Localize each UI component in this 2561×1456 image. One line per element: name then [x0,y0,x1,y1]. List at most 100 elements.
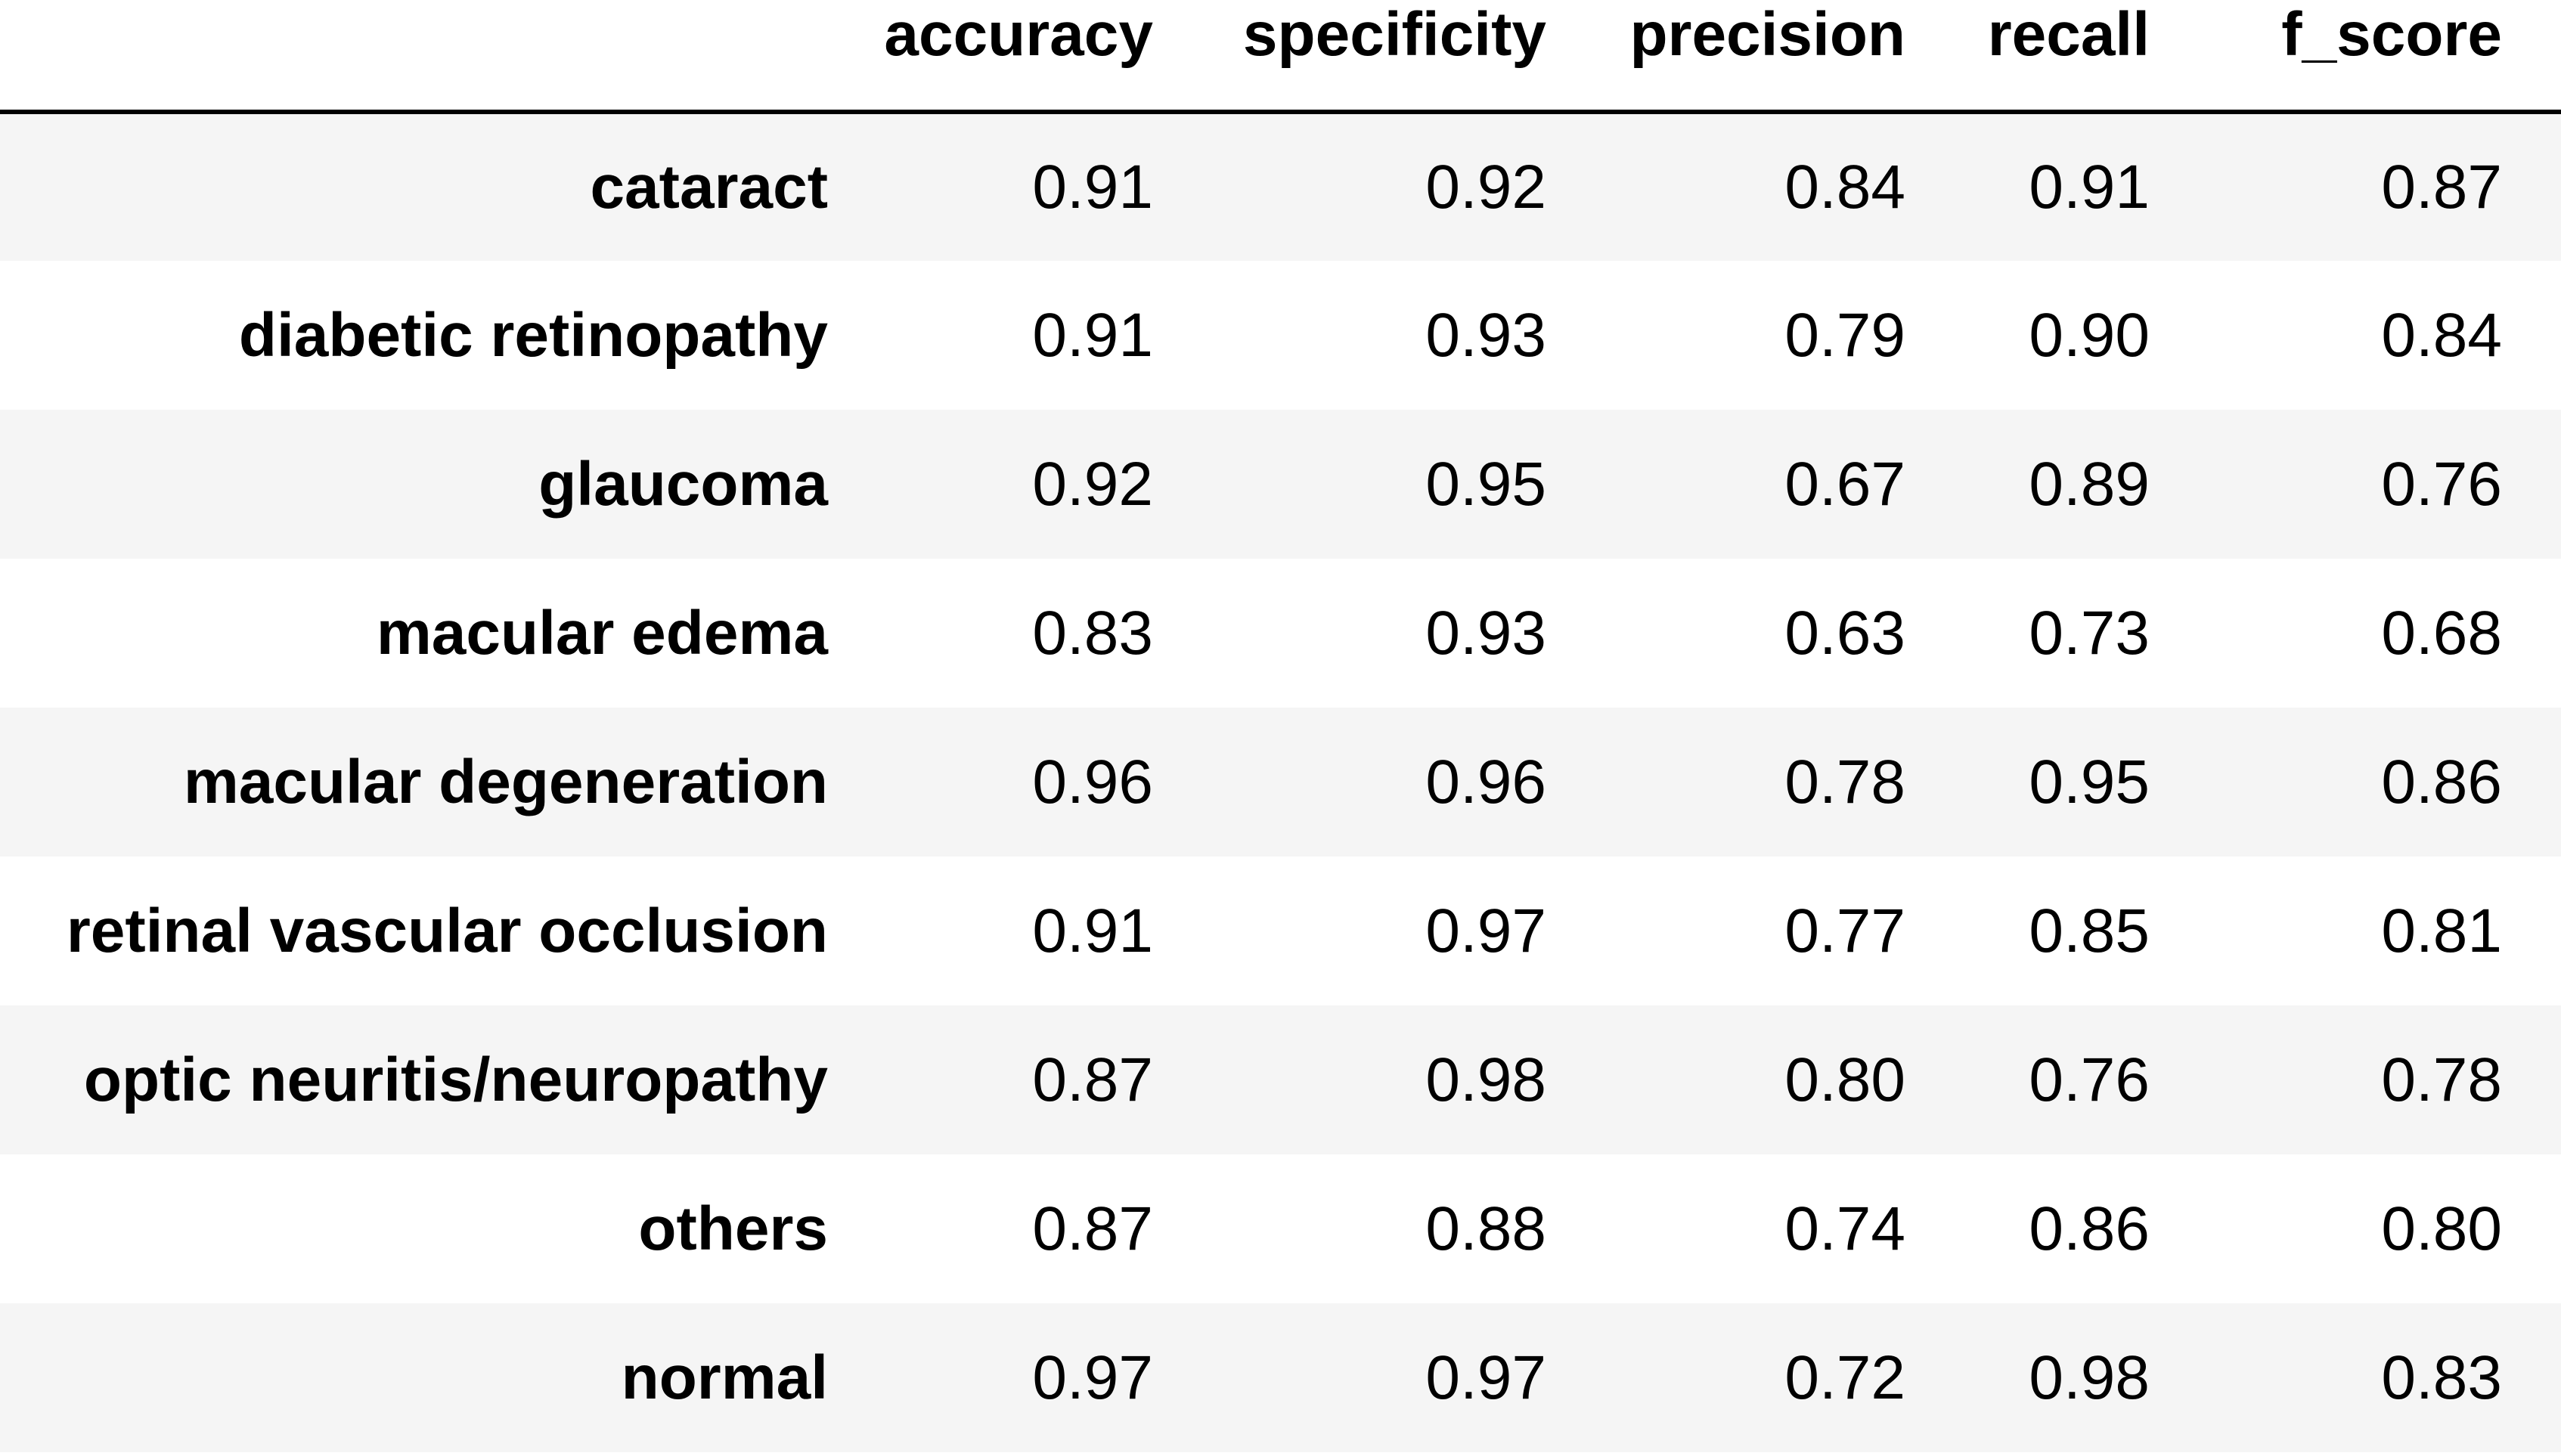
cell-value: 0.91 [1032,300,1153,370]
cell-value: 0.93 [1425,598,1546,668]
table-cell: 0.83 [2210,1303,2561,1452]
cell-value: 0.92 [1425,153,1546,221]
cell-value: 0.72 [1784,1343,1905,1412]
table-cell: 0.93 [1214,559,1607,708]
table-cell: 0.90 [1966,261,2210,410]
table-cell: 0.84 [2210,261,2561,410]
cell-value: 0.78 [2381,1045,2502,1114]
cell-value: 0.87 [1032,1194,1153,1263]
cell-value: 0.76 [2029,1045,2150,1114]
cell-value: 0.68 [2381,598,2502,668]
column-header-specificity: specificity [1214,0,1607,114]
column-header-accuracy: accuracy [851,0,1214,114]
cell-value: 0.80 [2381,1194,2502,1263]
column-header-label: recall [1987,0,2150,69]
cell-value: 0.85 [2029,896,2150,965]
table-row: optic neuritis/neuropathy 0.87 0.98 0.80 0.7… [0,1005,2561,1154]
table-cell: 0.95 [1966,708,2210,857]
table-cell: 0.91 [1966,112,2210,261]
column-header-label: precision [1629,0,1905,69]
cell-value: 0.83 [1032,598,1153,668]
cell-value: 0.67 [1784,449,1905,519]
table-cell: 0.98 [1966,1303,2210,1452]
header-corner-cell [0,0,851,114]
table-row: cataract 0.91 0.92 0.84 0.91 0.87 [0,112,2561,261]
table-cell: 0.98 [1214,1005,1607,1154]
table-cell: 0.86 [1966,1154,2210,1303]
cell-value: 0.74 [1784,1194,1905,1263]
cell-value: 0.77 [1784,896,1905,965]
cell-value: 0.96 [1032,747,1153,816]
cell-value: 0.96 [1425,747,1546,816]
table-cell: 0.87 [851,1154,1214,1303]
table-cell: 0.80 [2210,1154,2561,1303]
column-header-label: specificity [1242,0,1546,69]
table-row: diabetic retinopathy 0.91 0.93 0.79 0.90 0.84 [0,261,2561,410]
cell-value: 0.91 [1032,153,1153,221]
table-cell: 0.89 [1966,410,2210,559]
table-cell: 0.74 [1607,1154,1966,1303]
table-row: others 0.87 0.88 0.74 0.86 0.80 [0,1154,2561,1303]
table-cell: 0.67 [1607,410,1966,559]
cell-value: 0.81 [2381,896,2502,965]
cell-value: 0.84 [2381,300,2502,370]
row-label: optic neuritis/neuropathy [83,1045,828,1114]
header-row: accuracy specificity precision recall f_… [0,0,2561,114]
column-header-label: accuracy [884,0,1153,69]
table-cell: 0.87 [2210,112,2561,261]
row-label: normal [621,1343,828,1412]
table-cell: 0.91 [851,857,1214,1005]
table-body: cataract 0.91 0.92 0.84 0.91 0.87 diabetic ret… [0,112,2561,1452]
table-cell: 0.97 [1214,857,1607,1005]
cell-value: 0.76 [2381,449,2502,519]
table-cell: 0.83 [851,559,1214,708]
table-cell: 0.80 [1607,1005,1966,1154]
row-label: macular edema [376,598,828,668]
row-label: diabetic retinopathy [238,300,828,370]
table-cell: 0.76 [1966,1005,2210,1154]
table-row: retinal vascular occlusion 0.91 0.97 0.77 0.… [0,857,2561,1005]
table-cell: 0.87 [851,1005,1214,1154]
column-header-precision: precision [1607,0,1966,114]
table-cell: 0.95 [1214,410,1607,559]
table-row: macular edema 0.83 0.93 0.63 0.73 0.68 [0,559,2561,708]
cell-value: 0.90 [2029,300,2150,370]
cell-value: 0.97 [1425,896,1546,965]
row-label: others [638,1194,828,1263]
cell-value: 0.80 [1784,1045,1905,1114]
cell-value: 0.95 [2029,747,2150,816]
cell-value: 0.91 [1032,896,1153,965]
cell-value: 0.98 [1425,1045,1546,1114]
cell-value: 0.91 [2029,153,2150,221]
table-row: normal 0.97 0.97 0.72 0.98 0.83 [0,1303,2561,1452]
table-cell: 0.79 [1607,261,1966,410]
cell-value: 0.97 [1032,1343,1153,1412]
table-cell: 0.73 [1966,559,2210,708]
table-cell: 0.86 [2210,708,2561,857]
cell-value: 0.97 [1425,1343,1546,1412]
cell-value: 0.86 [2029,1194,2150,1263]
table-cell: 0.78 [1607,708,1966,857]
table-cell: 0.91 [851,261,1214,410]
cell-value: 0.78 [1784,747,1905,816]
table-cell: 0.88 [1214,1154,1607,1303]
table-cell: 0.92 [851,410,1214,559]
table-cell: 0.72 [1607,1303,1966,1452]
cell-value: 0.89 [2029,449,2150,519]
cell-value: 0.92 [1032,449,1153,519]
table-cell: 0.76 [2210,410,2561,559]
column-header-recall: recall [1966,0,2210,114]
cell-value: 0.93 [1425,300,1546,370]
table-cell: 0.68 [2210,559,2561,708]
cell-value: 0.88 [1425,1194,1546,1263]
cell-value: 0.79 [1784,300,1905,370]
cell-value: 0.87 [1032,1045,1153,1114]
table-cell: 0.78 [2210,1005,2561,1154]
row-label: macular degeneration [183,747,828,816]
column-header-f-score: f_score [2210,0,2561,114]
table-cell: 0.97 [851,1303,1214,1452]
table-cell: 0.97 [1214,1303,1607,1452]
table-cell: 0.81 [2210,857,2561,1005]
